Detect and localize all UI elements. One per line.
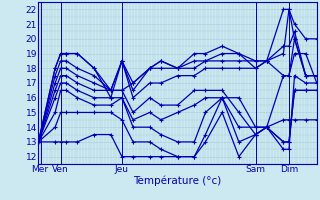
- X-axis label: Température (°c): Température (°c): [133, 176, 222, 186]
